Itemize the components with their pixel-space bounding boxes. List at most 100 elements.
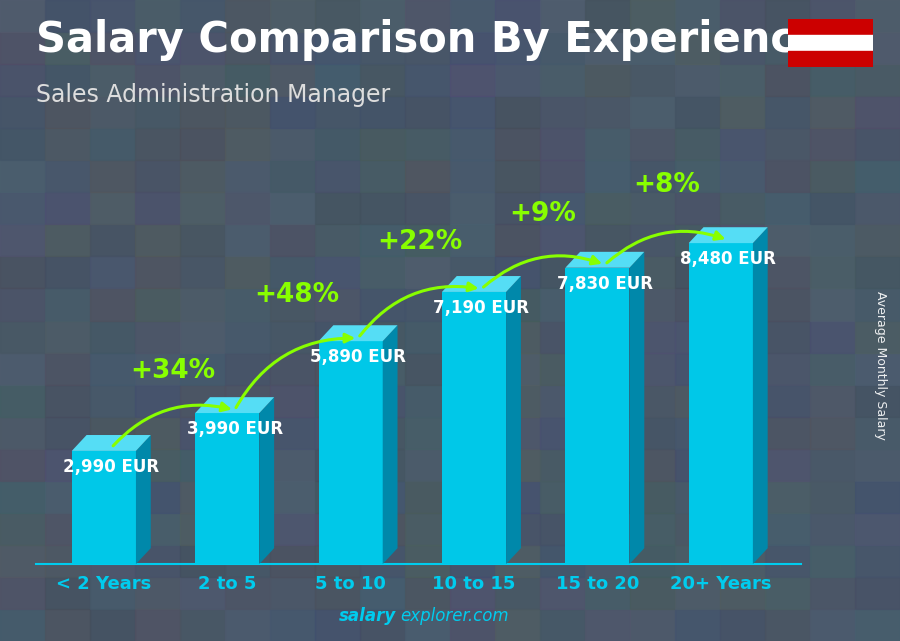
Bar: [720, 513, 765, 545]
Bar: [315, 385, 360, 417]
Bar: [45, 609, 90, 641]
Bar: [810, 513, 855, 545]
Bar: [630, 353, 675, 385]
Bar: [90, 385, 135, 417]
Bar: [630, 224, 675, 256]
Bar: [180, 320, 225, 353]
Bar: [540, 320, 585, 353]
Bar: [450, 160, 495, 192]
Bar: [630, 192, 675, 224]
Bar: [405, 385, 450, 417]
Bar: [675, 481, 720, 513]
Bar: [450, 481, 495, 513]
Bar: [90, 545, 135, 577]
Bar: [855, 32, 900, 64]
Bar: [495, 192, 540, 224]
Bar: [765, 385, 810, 417]
Bar: [450, 385, 495, 417]
Bar: [135, 481, 180, 513]
Text: 7,830 EUR: 7,830 EUR: [557, 274, 652, 292]
Bar: [855, 449, 900, 481]
Bar: [540, 577, 585, 609]
Bar: [630, 160, 675, 192]
Bar: [765, 320, 810, 353]
Bar: [495, 64, 540, 96]
Bar: [765, 513, 810, 545]
Bar: [855, 256, 900, 288]
Bar: [135, 128, 180, 160]
Bar: [720, 481, 765, 513]
Bar: [810, 320, 855, 353]
Bar: [360, 353, 405, 385]
Bar: [180, 449, 225, 481]
Bar: [765, 64, 810, 96]
Bar: [450, 353, 495, 385]
Bar: [585, 288, 630, 320]
Bar: [810, 449, 855, 481]
Bar: [90, 449, 135, 481]
Text: +48%: +48%: [254, 282, 339, 308]
Bar: [315, 577, 360, 609]
Bar: [0, 481, 45, 513]
Bar: [810, 256, 855, 288]
Bar: [720, 128, 765, 160]
Bar: [630, 128, 675, 160]
Bar: [180, 96, 225, 128]
Bar: [135, 224, 180, 256]
Bar: [135, 64, 180, 96]
Bar: [45, 481, 90, 513]
Bar: [0, 256, 45, 288]
Bar: [855, 96, 900, 128]
Bar: [0, 577, 45, 609]
Bar: [765, 577, 810, 609]
Bar: [135, 577, 180, 609]
Bar: [0, 545, 45, 577]
Bar: [540, 288, 585, 320]
Bar: [540, 160, 585, 192]
Bar: [360, 64, 405, 96]
Bar: [585, 192, 630, 224]
Bar: [319, 341, 382, 564]
Bar: [225, 577, 270, 609]
Bar: [675, 96, 720, 128]
Bar: [788, 35, 873, 51]
Bar: [405, 160, 450, 192]
Bar: [540, 609, 585, 641]
Bar: [405, 64, 450, 96]
Polygon shape: [195, 397, 274, 413]
Bar: [45, 192, 90, 224]
Bar: [180, 353, 225, 385]
Bar: [45, 32, 90, 64]
Bar: [0, 320, 45, 353]
Bar: [765, 96, 810, 128]
Bar: [225, 353, 270, 385]
Bar: [495, 288, 540, 320]
Bar: [45, 449, 90, 481]
Bar: [135, 609, 180, 641]
Bar: [45, 128, 90, 160]
Bar: [225, 192, 270, 224]
Bar: [810, 481, 855, 513]
Bar: [810, 288, 855, 320]
Bar: [540, 417, 585, 449]
Bar: [405, 224, 450, 256]
Bar: [180, 224, 225, 256]
Bar: [0, 128, 45, 160]
Bar: [675, 128, 720, 160]
Bar: [810, 224, 855, 256]
Text: Average Monthly Salary: Average Monthly Salary: [874, 291, 886, 440]
Bar: [540, 513, 585, 545]
Bar: [450, 320, 495, 353]
Bar: [270, 192, 315, 224]
Bar: [0, 609, 45, 641]
Bar: [810, 545, 855, 577]
Bar: [675, 192, 720, 224]
Bar: [270, 160, 315, 192]
Bar: [720, 160, 765, 192]
Bar: [315, 0, 360, 32]
Bar: [855, 64, 900, 96]
Bar: [720, 32, 765, 64]
Bar: [90, 224, 135, 256]
Bar: [442, 292, 506, 564]
Bar: [0, 449, 45, 481]
